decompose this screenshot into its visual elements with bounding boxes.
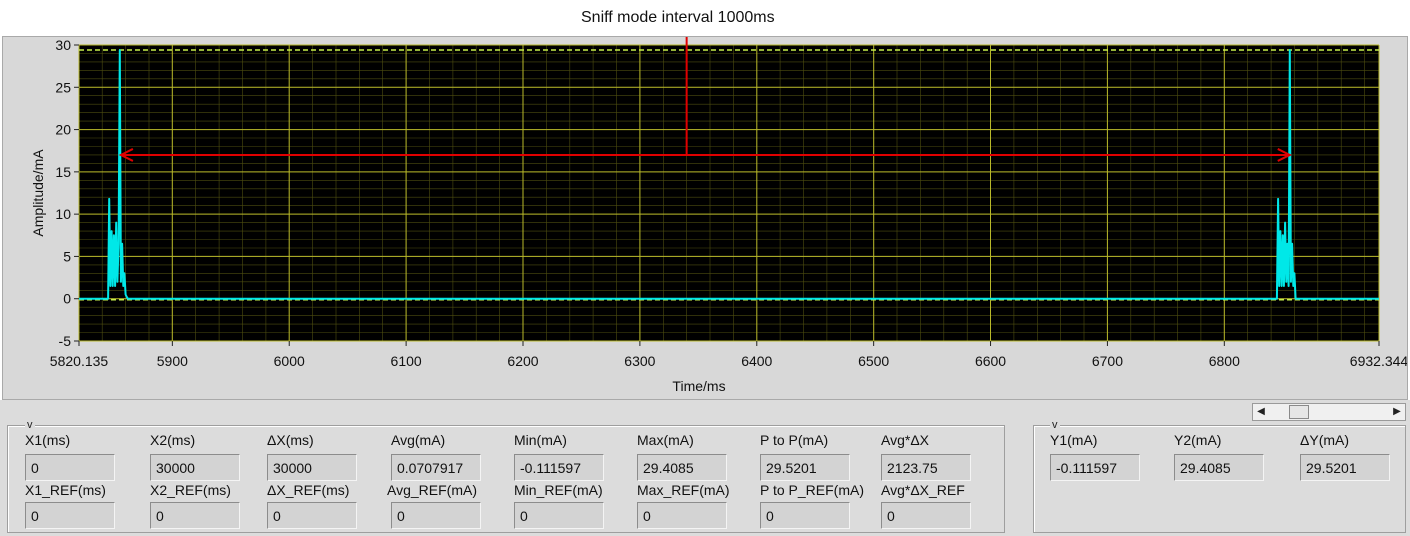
measurement-panel: v X1(ms) 0 X2(ms) 30000 ΔX(ms) 30000 Avg…: [0, 400, 1410, 536]
min-ref-label: Min_REF(mA): [514, 482, 603, 498]
x-tick-label: 6600: [975, 353, 1006, 369]
y-tick-label: 25: [55, 79, 71, 95]
x-tick-label: 6400: [741, 353, 772, 369]
avg-dx-ref-label: Avg*ΔX_REF: [881, 482, 965, 498]
x-tick-label: 6300: [624, 353, 655, 369]
y2-label: Y2(mA): [1174, 432, 1222, 448]
graph-scrollbar[interactable]: ◀ ▶: [1252, 403, 1406, 421]
delta-x-label: ΔX(ms): [267, 432, 314, 448]
y-tick-label: -5: [59, 333, 72, 349]
x2-ref-label: X2_REF(ms): [150, 482, 231, 498]
p-to-p-label: P to P(mA): [760, 432, 829, 448]
x-tick-label: 6932.344: [1350, 353, 1407, 369]
max-ref-value-field[interactable]: 0: [637, 502, 727, 529]
x-tick-label: 6700: [1092, 353, 1123, 369]
scroll-right-icon[interactable]: ▶: [1393, 406, 1401, 417]
avg-label: Avg(mA): [391, 432, 446, 448]
max-label: Max(mA): [637, 432, 694, 448]
y-tick-label: 20: [55, 122, 71, 138]
annotation-arrowhead-left: [118, 148, 134, 162]
min-ref-value-field[interactable]: 0: [514, 502, 604, 529]
x1-value-field[interactable]: 0: [25, 454, 115, 481]
x-tick-label: 6200: [507, 353, 538, 369]
x1-ref-value-field[interactable]: 0: [25, 502, 115, 529]
x-tick-label: 6100: [391, 353, 422, 369]
x-tick-label: 6800: [1209, 353, 1240, 369]
y1-value-field[interactable]: -0.111597: [1050, 454, 1140, 481]
avg-ref-label: Avg_REF(mA): [387, 482, 477, 498]
x2-label: X2(ms): [150, 432, 196, 448]
annotation-label: Sniff mode interval 1000ms: [581, 9, 775, 26]
delta-x-ref-value-field[interactable]: 0: [267, 502, 357, 529]
scroll-left-icon[interactable]: ◀: [1257, 406, 1265, 417]
avg-dx-label: Avg*ΔX: [881, 432, 930, 448]
y-tick-label: 0: [63, 291, 71, 307]
avg-dx-ref-value-field[interactable]: 0: [881, 502, 971, 529]
x-tick-label: 6500: [858, 353, 889, 369]
current-trace: [79, 49, 1379, 300]
annotation-arrowhead-right: [1277, 148, 1293, 162]
p-to-p-value-field[interactable]: 29.5201: [760, 454, 850, 481]
delta-x-ref-label: ΔX_REF(ms): [267, 482, 350, 498]
max-value-field[interactable]: 29.4085: [637, 454, 727, 481]
x-axis-label: Time/ms: [672, 378, 725, 394]
x-tick-label: 5900: [157, 353, 188, 369]
delta-y-value-field[interactable]: 29.5201: [1300, 454, 1390, 481]
delta-y-label: ΔY(mA): [1300, 432, 1350, 448]
min-label: Min(mA): [514, 432, 567, 448]
max-ref-label: Max_REF(mA): [637, 482, 730, 498]
avg-ref-value-field[interactable]: 0: [391, 502, 481, 529]
x-measurement-group: v X1(ms) 0 X2(ms) 30000 ΔX(ms) 30000 Avg…: [7, 420, 1005, 533]
x2-ref-value-field[interactable]: 0: [150, 502, 240, 529]
annotation-area: Sniff mode interval 1000ms: [0, 0, 1410, 36]
waveform-chart[interactable]: -5 0 5 10 15 20 25 30 5820.135 5900 6000 6100 6200 63…: [3, 37, 1407, 399]
x-tick-label: 6000: [274, 353, 305, 369]
x-group-label: v: [25, 419, 35, 431]
y-tick-label: 15: [55, 164, 71, 180]
scrollbar-thumb[interactable]: [1289, 405, 1309, 419]
y1-label: Y1(mA): [1050, 432, 1098, 448]
y-measurement-group: v Y1(mA) -0.111597 Y2(mA) 29.4085 ΔY(mA)…: [1033, 420, 1406, 533]
x1-ref-label: X1_REF(ms): [25, 482, 106, 498]
x2-value-field[interactable]: 30000: [150, 454, 240, 481]
y-tick-label: 10: [55, 206, 71, 222]
delta-x-value-field[interactable]: 30000: [267, 454, 357, 481]
avg-dx-value-field[interactable]: 2123.75: [881, 454, 971, 481]
avg-value-field[interactable]: 0.0707917: [391, 454, 481, 481]
p-to-p-ref-label: P to P_REF(mA): [760, 482, 864, 498]
p-to-p-ref-value-field[interactable]: 0: [760, 502, 850, 529]
y-axis-label: Amplitude/mA: [30, 149, 46, 237]
y2-value-field[interactable]: 29.4085: [1174, 454, 1264, 481]
waveform-graph-panel: -5 0 5 10 15 20 25 30 5820.135 5900 6000 6100 6200 63…: [2, 36, 1408, 400]
y-group-label: v: [1050, 419, 1060, 431]
x1-label: X1(ms): [25, 432, 71, 448]
min-value-field[interactable]: -0.111597: [514, 454, 604, 481]
x-tick-label: 5820.135: [50, 353, 109, 369]
plot-area: [79, 45, 1379, 341]
y-tick-label: 30: [55, 37, 71, 53]
y-tick-label: 5: [63, 248, 71, 264]
